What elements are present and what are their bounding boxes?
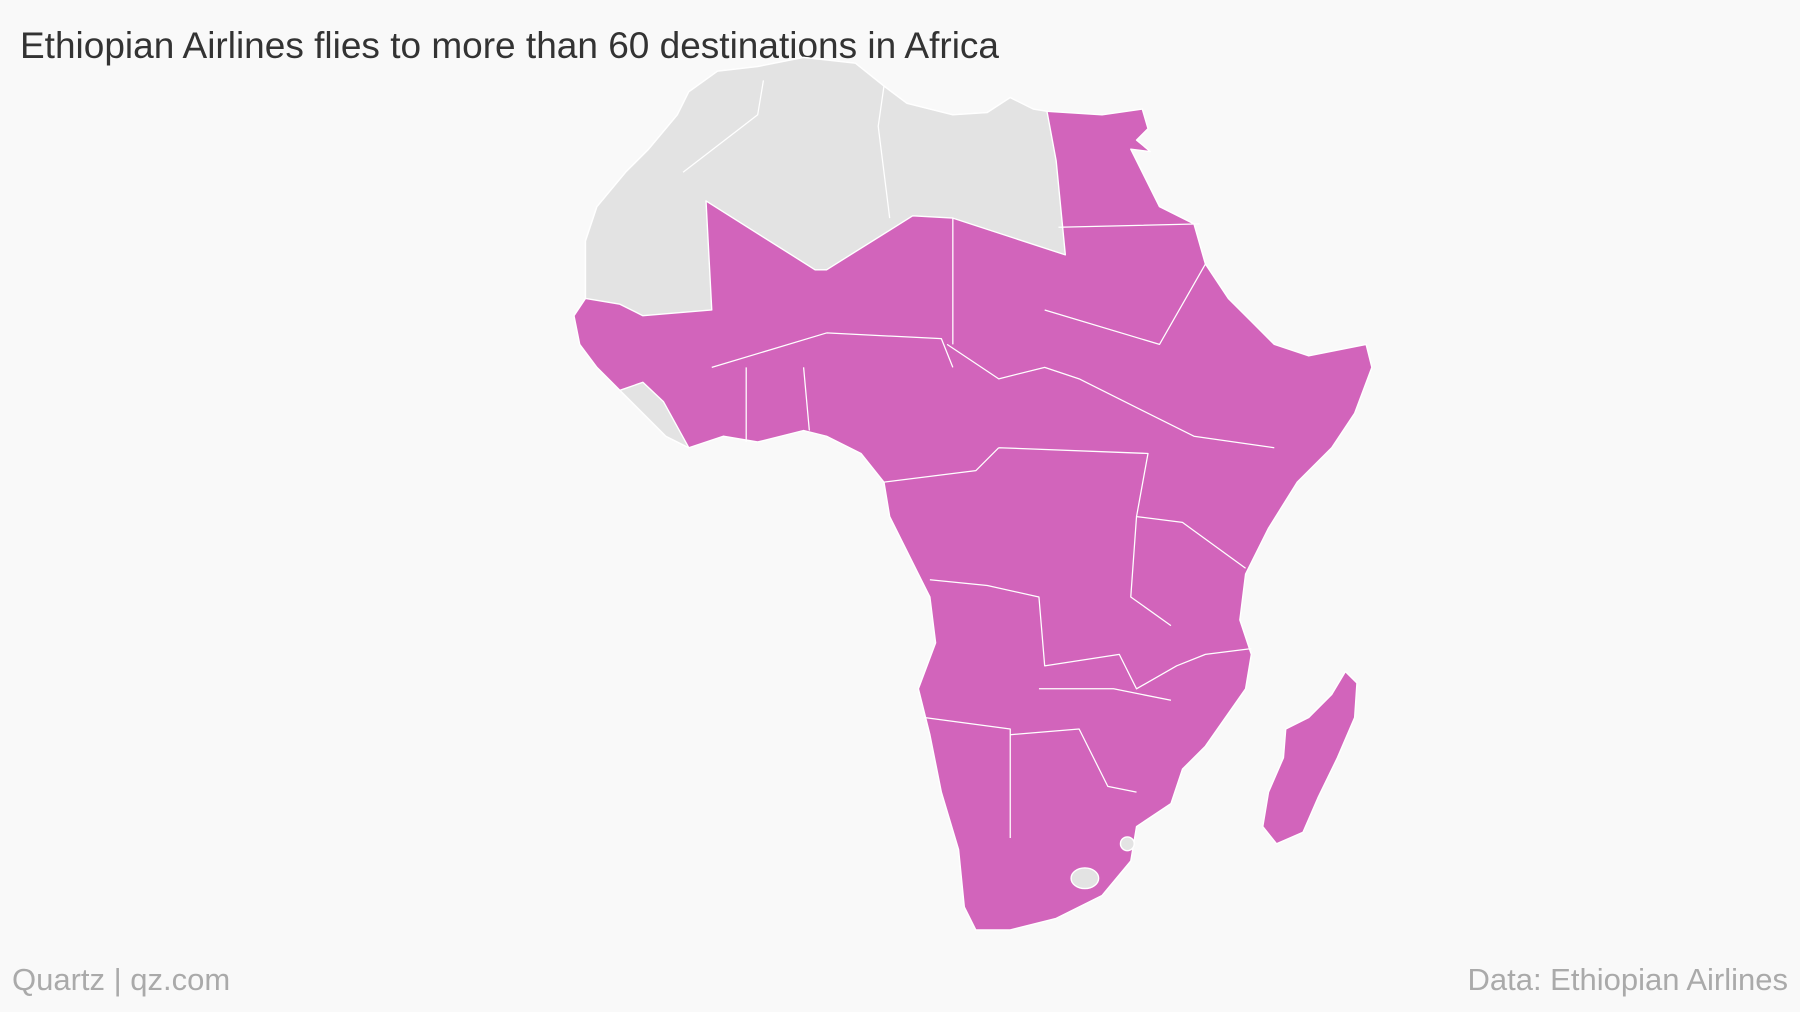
country-borders — [682, 80, 1275, 839]
unserved-west — [619, 381, 690, 449]
lesotho — [1070, 867, 1100, 890]
map-title: Ethiopian Airlines flies to more than 60… — [20, 25, 999, 66]
unserved-north — [584, 56, 1067, 317]
credit: Quartz | qz.com — [12, 962, 230, 997]
madagascar — [1262, 670, 1358, 845]
africa-map — [573, 56, 1373, 931]
eswatini — [1119, 836, 1135, 852]
source: Data: Ethiopian Airlines — [1467, 962, 1788, 997]
